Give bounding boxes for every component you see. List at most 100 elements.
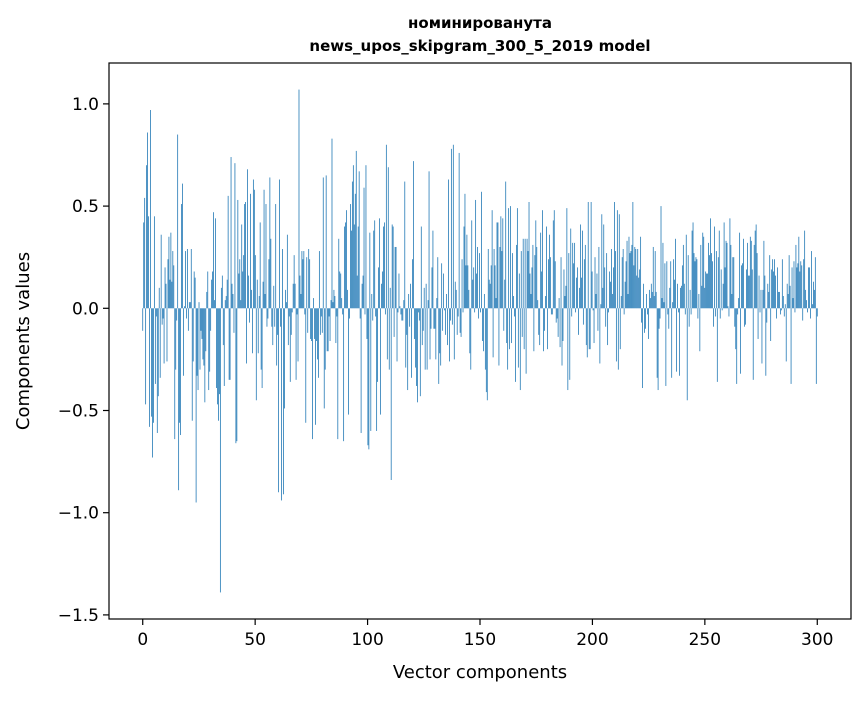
bar xyxy=(669,287,671,309)
bar xyxy=(584,244,586,309)
bar xyxy=(417,308,419,313)
bar xyxy=(646,293,647,309)
bar xyxy=(149,308,150,427)
bar xyxy=(553,210,555,309)
bar xyxy=(458,152,460,309)
bar xyxy=(256,279,258,309)
bar xyxy=(332,302,334,309)
bar xyxy=(383,226,384,309)
bar xyxy=(177,134,179,309)
bar xyxy=(219,308,221,593)
bar xyxy=(252,179,254,309)
bar xyxy=(801,265,803,309)
bar xyxy=(678,308,679,313)
bar xyxy=(399,306,401,309)
bar xyxy=(386,308,388,360)
bar xyxy=(369,232,371,309)
bar xyxy=(558,298,560,309)
bar xyxy=(793,261,795,309)
bar xyxy=(685,234,687,309)
bar xyxy=(255,308,257,401)
bar xyxy=(277,308,279,335)
bar xyxy=(293,255,295,309)
bar xyxy=(413,161,414,309)
bar xyxy=(280,308,281,327)
bar xyxy=(810,308,811,319)
bar xyxy=(474,308,476,313)
bar xyxy=(310,308,312,339)
bar xyxy=(217,308,218,405)
bar xyxy=(330,300,332,309)
bar xyxy=(581,277,582,309)
bar xyxy=(375,308,377,317)
bar xyxy=(714,308,716,317)
bar xyxy=(384,222,385,309)
bar xyxy=(713,308,714,327)
bar xyxy=(784,304,786,309)
x-axis-label: Vector components xyxy=(393,662,567,683)
bar xyxy=(351,230,352,309)
bar xyxy=(532,244,534,309)
bar xyxy=(715,251,717,309)
bar xyxy=(292,283,294,309)
bar xyxy=(431,267,433,309)
bar xyxy=(186,308,187,319)
bar xyxy=(579,287,580,309)
bar xyxy=(666,261,668,309)
bar xyxy=(791,267,793,309)
bar xyxy=(563,269,565,309)
bar xyxy=(573,263,575,309)
bar xyxy=(405,308,407,368)
bar xyxy=(816,308,818,317)
bar xyxy=(186,249,188,309)
bar xyxy=(779,291,780,309)
bar xyxy=(692,222,694,309)
bar xyxy=(554,261,556,309)
bar xyxy=(630,251,632,309)
bar xyxy=(540,232,542,309)
bar xyxy=(700,244,702,309)
bar xyxy=(484,308,486,370)
bar xyxy=(387,167,389,309)
bar xyxy=(530,293,532,309)
bar xyxy=(169,279,171,309)
bar xyxy=(637,249,639,309)
bar xyxy=(595,293,597,309)
bar xyxy=(459,308,461,333)
bar xyxy=(616,210,618,309)
bar xyxy=(234,163,236,309)
chart-title-line-2: news_upos_skipgram_300_5_2019 model xyxy=(309,37,650,55)
bar xyxy=(562,308,564,341)
bar xyxy=(218,308,219,421)
bar xyxy=(199,308,201,370)
bar xyxy=(599,308,601,364)
bar xyxy=(381,283,382,309)
bar xyxy=(566,208,568,309)
bar xyxy=(397,308,399,313)
bar xyxy=(317,308,318,360)
bar xyxy=(319,308,321,335)
bar xyxy=(407,308,409,391)
bar xyxy=(251,289,252,309)
bar xyxy=(734,308,736,327)
bar xyxy=(670,261,672,309)
bar xyxy=(423,287,425,309)
bar xyxy=(672,302,674,309)
bar xyxy=(223,308,225,386)
bar xyxy=(455,289,457,309)
bar xyxy=(735,308,737,350)
bar xyxy=(346,210,347,309)
x-tick-label: 250 xyxy=(689,630,721,650)
bar xyxy=(549,234,550,309)
x-axis: 0 50 100 150 200 250 300 xyxy=(137,619,833,650)
bar xyxy=(525,308,527,374)
bar xyxy=(497,222,499,309)
bar xyxy=(311,308,312,341)
bar xyxy=(183,308,184,376)
bar xyxy=(491,210,493,309)
bar xyxy=(321,308,323,333)
bar xyxy=(718,230,720,309)
bar xyxy=(300,293,302,309)
bar xyxy=(181,204,182,309)
bar xyxy=(610,281,611,309)
